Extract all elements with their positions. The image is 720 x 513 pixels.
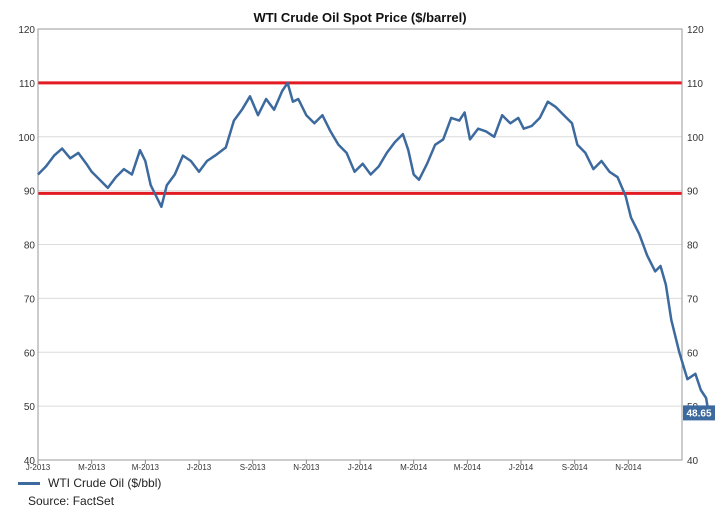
- y-tick-label-left: 80: [24, 241, 36, 252]
- y-tick-label-left: 60: [24, 348, 36, 359]
- y-tick-label-right: 110: [687, 79, 703, 90]
- y-tick-label-left: 40: [24, 456, 36, 467]
- y-tick-label-left: 70: [24, 294, 36, 305]
- y-tick-label-left: 50: [24, 402, 36, 413]
- x-tick-label: S-2014: [562, 463, 588, 472]
- chart-title: WTI Crude Oil Spot Price ($/barrel): [253, 10, 467, 25]
- source-note: Source: FactSet: [28, 494, 115, 508]
- y-tick-label-left: 100: [18, 133, 35, 144]
- y-tick-label-right: 80: [687, 241, 699, 252]
- y-tick-label-right: 70: [687, 294, 699, 305]
- x-tick-label: J-2013: [187, 463, 212, 472]
- x-tick-label: M-2014: [454, 463, 482, 472]
- y-tick-label-right: 40: [687, 456, 699, 467]
- y-tick-label-right: 120: [687, 25, 704, 36]
- y-tick-label-right: 90: [687, 187, 699, 198]
- x-tick-label: J-2014: [509, 463, 534, 472]
- axes: 4040505060607070808090901001001101101201…: [18, 25, 704, 472]
- x-tick-label: M-2014: [400, 463, 428, 472]
- reference-lines: [38, 81, 682, 195]
- grid-layer: [38, 82, 682, 407]
- y-tick-label-left: 120: [18, 25, 35, 36]
- y-tick-label-right: 100: [687, 133, 704, 144]
- x-tick-label: N-2013: [293, 463, 320, 472]
- y-tick-label-left: 110: [19, 79, 35, 90]
- x-tick-label: J-2014: [348, 463, 373, 472]
- series-layer: [37, 81, 712, 416]
- y-tick-label-right: 60: [687, 348, 699, 359]
- x-tick-label: M-2013: [132, 463, 160, 472]
- value-label-layer: 48.65: [683, 405, 715, 421]
- legend-swatch: [18, 481, 40, 485]
- y-tick-label-left: 90: [24, 187, 36, 198]
- x-tick-label: S-2013: [240, 463, 266, 472]
- x-tick-label: J-2013: [26, 463, 51, 472]
- series-line-wti: [37, 81, 712, 416]
- legend: WTI Crude Oil ($/bbl): [18, 476, 161, 490]
- last-value-badge: [683, 405, 715, 421]
- last-value-label: 48.65: [686, 408, 711, 419]
- legend-label: WTI Crude Oil ($/bbl): [48, 476, 162, 490]
- x-tick-label: N-2014: [615, 463, 642, 472]
- x-tick-label: M-2013: [78, 463, 106, 472]
